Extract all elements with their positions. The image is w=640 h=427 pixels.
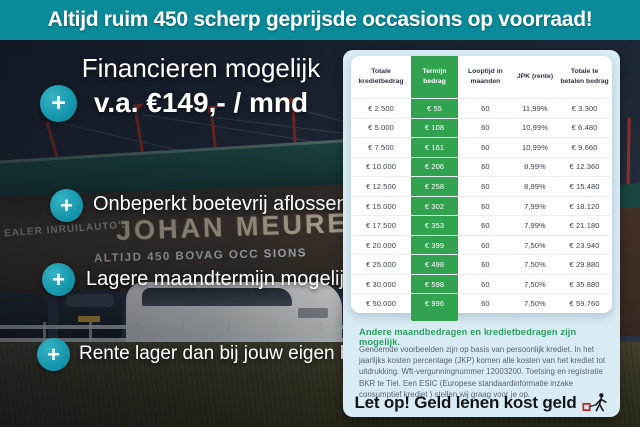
- table-cell: € 12.360: [569, 162, 600, 172]
- table-cell: 7,50%: [524, 240, 546, 250]
- table-cell: € 2.500: [368, 103, 394, 113]
- table-row: € 2.500 € 55 60 11,99% € 3.300: [351, 98, 612, 118]
- table-cell: € 3.300: [571, 103, 598, 113]
- table-cell: € 12.500: [366, 181, 396, 191]
- table-cell: € 35.880: [569, 279, 600, 289]
- column-header: Looptijd in maanden: [468, 67, 503, 85]
- table-cell: € 206: [411, 157, 458, 177]
- promo-headline-block: Financieren mogelijk v.a. €149,- / mnd: [60, 52, 342, 121]
- table-cell: 7,99%: [524, 201, 546, 211]
- promo-bullet: Onbeperkt boetevrij aflossen: [93, 193, 348, 215]
- table-cell: € 10.000: [366, 162, 396, 172]
- table-row: € 12.500 € 258 60 8,99% € 15.480: [351, 176, 612, 196]
- promo-bullet: Rente lager dan bij jouw eigen bank: [79, 343, 382, 364]
- credit-warning-row: Let op! Geld lenen kost geld: [343, 390, 620, 415]
- table-cell: € 29.880: [569, 260, 600, 270]
- table-cell: € 498: [411, 255, 458, 274]
- table-row: € 17.500 € 353 60 7,99% € 21.180: [351, 215, 612, 235]
- table-cell: € 7.500: [368, 142, 394, 152]
- table-cell: 60: [481, 279, 490, 289]
- table-cell: € 9.660: [571, 142, 598, 152]
- table-cell: 60: [481, 201, 490, 211]
- plus-icon: +: [42, 263, 75, 296]
- column-header: JPK (rente): [516, 72, 554, 80]
- table-cell: 8,99%: [524, 162, 546, 172]
- table-cell: € 399: [411, 235, 458, 255]
- table-cell: 7,50%: [524, 279, 546, 289]
- table-cell: € 55: [411, 99, 458, 118]
- table-row: € 20.000 € 399 60 7,50% € 23.940: [351, 234, 612, 255]
- table-cell: 60: [481, 123, 490, 133]
- table-cell: € 5.000: [368, 123, 394, 133]
- table-cell: 60: [481, 162, 490, 172]
- table-cell: 60: [481, 142, 490, 152]
- table-cell: € 59.760: [569, 299, 600, 309]
- table-cell: € 302: [411, 196, 458, 216]
- table-cell: € 25.000: [366, 260, 396, 270]
- table-cell: 60: [481, 240, 490, 250]
- promo-price: v.a. €149,- / mnd: [93, 87, 309, 118]
- promo-headline: Financieren mogelijk: [81, 53, 321, 83]
- table-cell: € 258: [411, 177, 458, 196]
- table-row: € 50.000 € 996 60 7,50% € 59.760: [351, 293, 612, 314]
- table-cell: € 108: [411, 118, 458, 138]
- table-row: € 7.500 € 161 60 10,99% € 9.660: [351, 137, 612, 157]
- table-cell: 60: [481, 260, 490, 270]
- panel-subtitle: Andere maandbedragen en kredietbedragen …: [359, 327, 577, 347]
- table-row: € 25.000 € 498 60 7,50% € 29.880: [351, 254, 612, 274]
- loan-table: Totale kredietbedrag Termijn bedrag Loopti…: [351, 56, 612, 321]
- table-cell: 7,50%: [524, 260, 546, 270]
- table-cell: € 15.000: [366, 201, 396, 211]
- termijn-column-overhang: [411, 312, 458, 321]
- table-cell: € 353: [411, 216, 458, 235]
- credit-warning-text: Let op! Geld lenen kost geld: [354, 392, 577, 412]
- table-cell: € 996: [411, 294, 458, 314]
- promo-bullet: Lagere maandtermijn mogelijk: [86, 268, 354, 290]
- table-cell: € 21.180: [569, 221, 600, 231]
- table-cell: € 30.000: [366, 279, 396, 289]
- table-cell: 60: [481, 299, 490, 309]
- plus-icon: +: [37, 338, 70, 371]
- column-header: Termijn bedrag: [411, 56, 458, 98]
- plus-icon: +: [40, 85, 77, 122]
- table-cell: 60: [481, 181, 490, 191]
- table-cell: 7,50%: [524, 299, 546, 309]
- table-cell: € 20.000: [366, 240, 396, 250]
- promo-column: + Financieren mogelijk v.a. €149,- / mnd…: [0, 40, 381, 427]
- table-row: € 10.000 € 206 60 8,99% € 12.360: [351, 156, 612, 177]
- geld-lenen-kost-geld-icon: [581, 393, 607, 412]
- table-cell: € 18.120: [569, 201, 600, 211]
- table-cell: € 161: [411, 138, 458, 157]
- table-cell: 10,99%: [521, 123, 548, 133]
- table-cell: 10,99%: [521, 142, 548, 152]
- table-row: € 30.000 € 598 60 7,50% € 35.880: [351, 273, 612, 294]
- table-cell: 60: [481, 221, 490, 231]
- table-row: € 15.000 € 302 60 7,99% € 18.120: [351, 195, 612, 216]
- plus-icon: +: [50, 189, 83, 222]
- financing-panel: Totale kredietbedrag Termijn bedrag Loopti…: [343, 50, 620, 417]
- table-cell: € 15.480: [569, 181, 600, 191]
- top-banner: Altijd ruim 450 scherp geprijsde occasio…: [0, 0, 640, 40]
- table-cell: € 598: [411, 274, 458, 294]
- table-cell: € 23.940: [569, 240, 600, 250]
- table-cell: 8,99%: [524, 181, 546, 191]
- table-row: € 5.000 € 108 60 10,99% € 6.480: [351, 117, 612, 138]
- column-header: Totale te betalen bedrag: [560, 67, 609, 85]
- table-cell: € 17.500: [366, 221, 396, 231]
- loan-table-body: € 2.500 € 55 60 11,99% € 3.300 € 5.000 € 108 60…: [351, 98, 612, 314]
- loan-table-head: Totale kredietbedrag Termijn bedrag Loopti…: [351, 56, 612, 98]
- panel-disclaimer: Genoemde voorbeelden zijn op basis van p…: [359, 345, 606, 399]
- table-cell: 60: [481, 103, 490, 113]
- table-cell: € 6.480: [571, 123, 598, 133]
- table-cell: 11,99%: [522, 103, 548, 113]
- banner-headline: Altijd ruim 450 scherp geprijsde occasio…: [47, 8, 593, 31]
- table-cell: 7,99%: [524, 221, 546, 231]
- table-cell: € 50.000: [366, 299, 396, 309]
- column-header: Totale kredietbedrag: [358, 67, 404, 85]
